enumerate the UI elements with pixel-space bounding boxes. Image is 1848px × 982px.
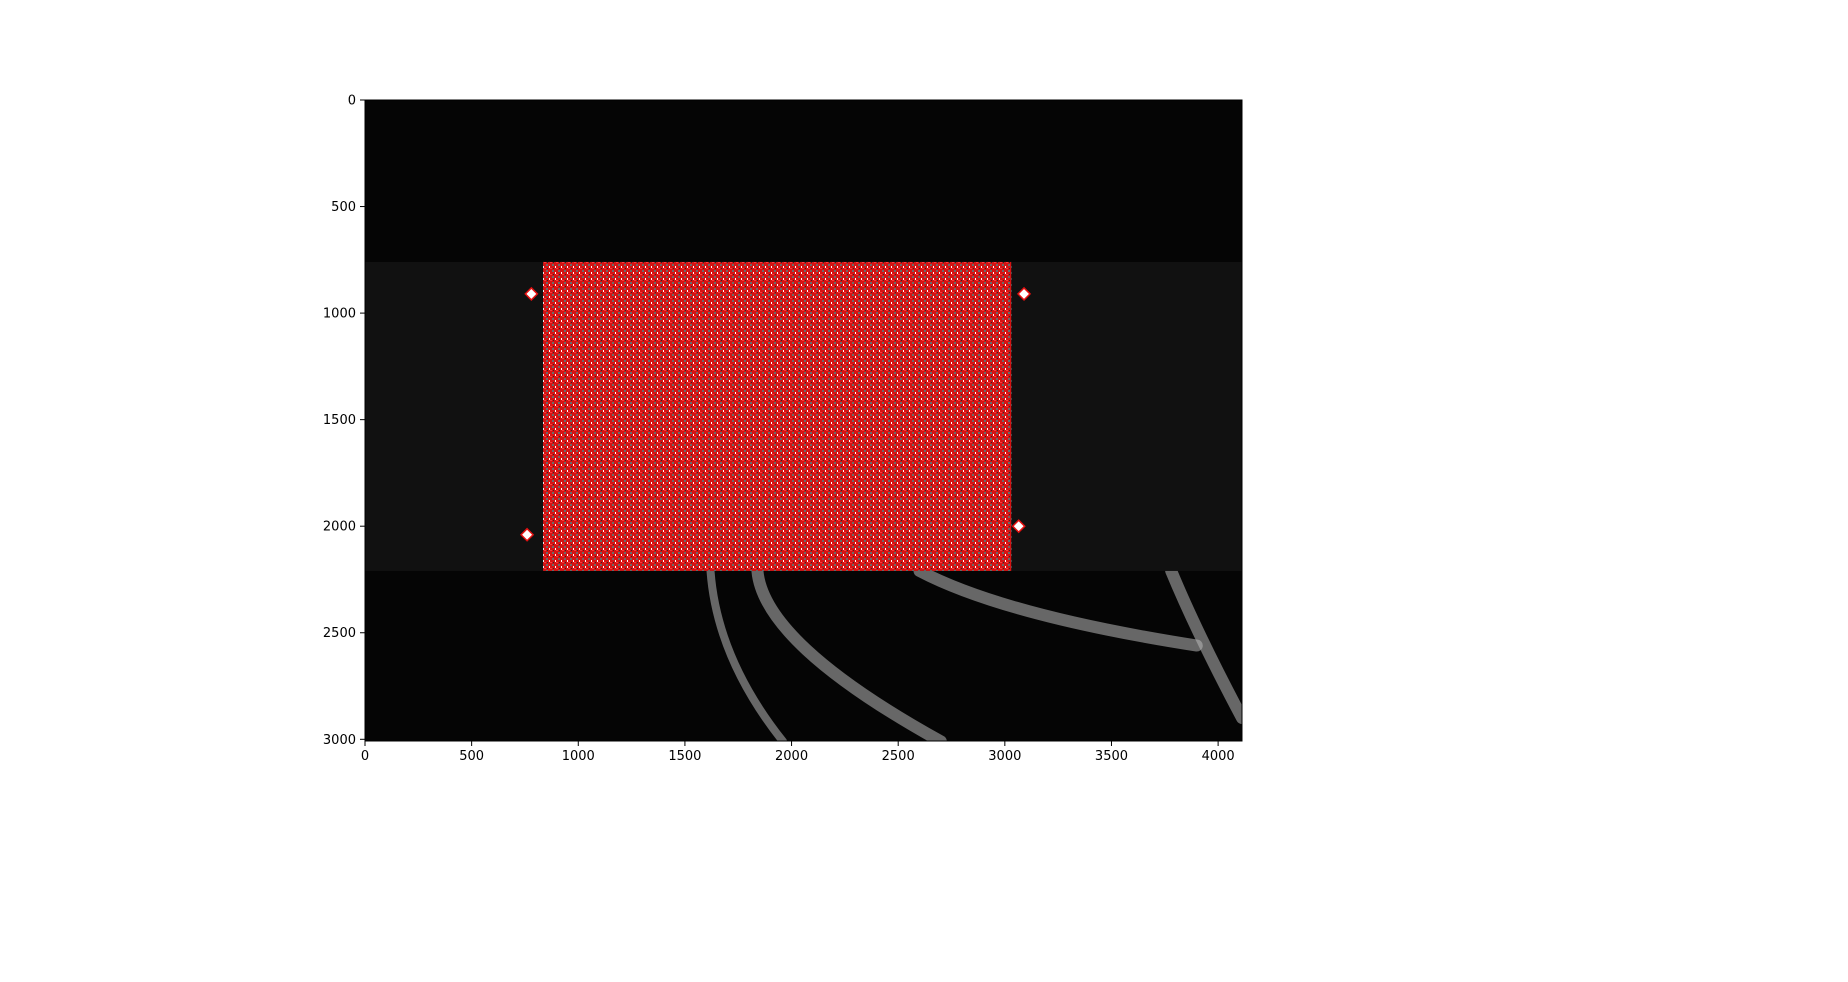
x-tick-label: 500 <box>459 749 484 764</box>
fiber-strand <box>913 564 1203 652</box>
fiber-strand <box>1165 564 1242 724</box>
y-tick-label: 3000 <box>323 733 356 748</box>
y-tick-label: 1500 <box>323 413 356 428</box>
marker-dots <box>520 286 1032 542</box>
y-axis: 0 500 1000 1500 2000 2500 3000 <box>323 94 365 748</box>
x-tick-label: 2500 <box>882 749 915 764</box>
plot-frame <box>364 99 1243 742</box>
marker-dot <box>1016 286 1032 301</box>
x-tick-label: 1000 <box>562 749 595 764</box>
x-tick-label: 1500 <box>668 749 701 764</box>
marker-dot <box>520 527 535 542</box>
marker-dot <box>1011 519 1026 534</box>
y-tick-label: 500 <box>331 200 356 215</box>
x-tick-label: 0 <box>361 749 369 764</box>
background-fibers <box>706 564 1242 741</box>
y-tick-label: 1000 <box>323 307 356 322</box>
marker-dot <box>524 286 539 301</box>
y-tick-label: 2000 <box>323 520 356 535</box>
y-tick-label: 0 <box>348 94 356 109</box>
x-tick-label: 3500 <box>1095 749 1128 764</box>
x-tick-label: 4000 <box>1202 749 1235 764</box>
x-tick-label: 3000 <box>988 749 1021 764</box>
x-tick-label: 2000 <box>775 749 808 764</box>
fiber-strand <box>706 566 787 741</box>
y-tick-label: 2500 <box>323 626 356 641</box>
x-axis: 0 500 1000 1500 2000 2500 3000 3500 4000 <box>361 741 1235 764</box>
speckle-region <box>543 261 1012 571</box>
image-plot-area <box>364 99 1243 742</box>
fiber-strand <box>751 564 947 741</box>
